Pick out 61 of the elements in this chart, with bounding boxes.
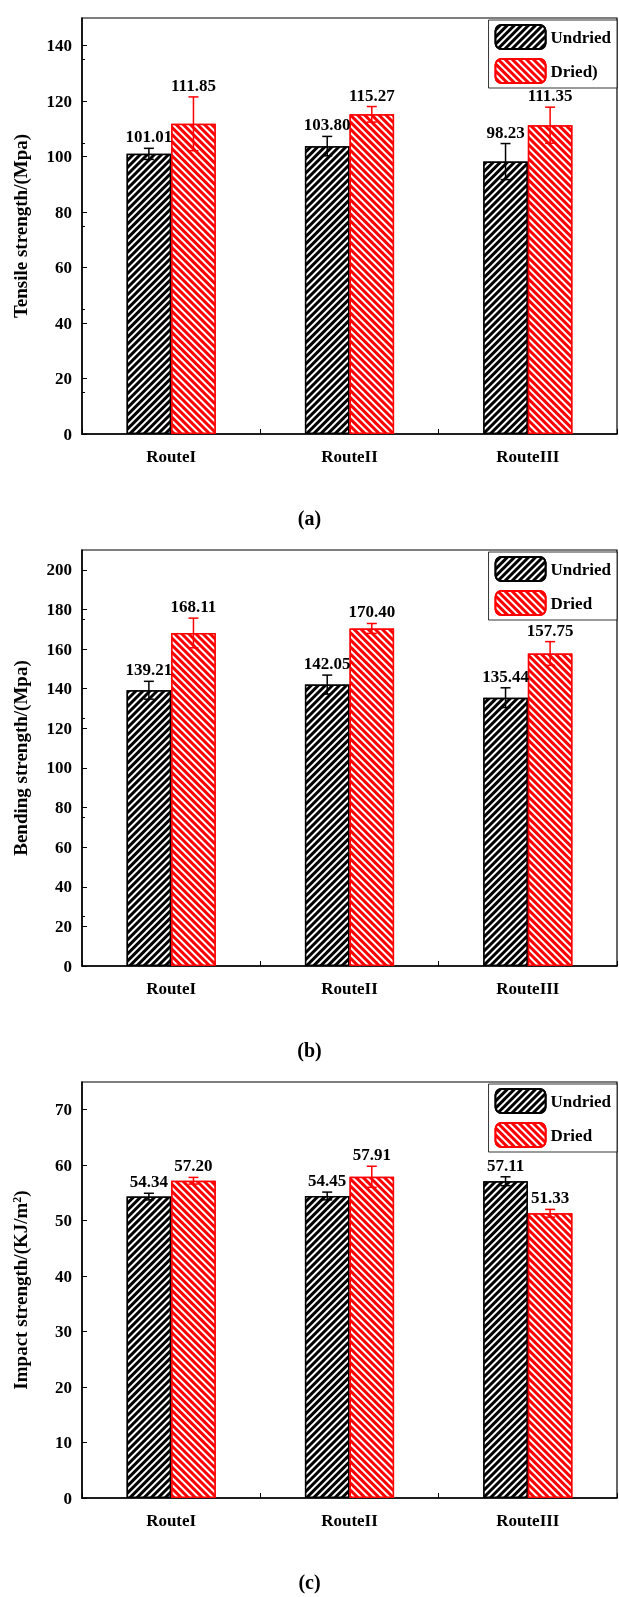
y-tick-label: 140 (46, 36, 72, 56)
data-label: 157.75 (526, 620, 574, 640)
data-label: 98.23 (486, 122, 525, 142)
y-tick-label: 70 (55, 1100, 72, 1120)
text: (b) (297, 1039, 322, 1062)
data-label: 54.45 (308, 1171, 347, 1191)
text: (c) (298, 1571, 321, 1594)
legend-label: Undried (550, 27, 612, 47)
data-label: 111.35 (527, 86, 573, 106)
y-tick-label: 0 (63, 1488, 72, 1508)
x-tick-label: RouteIII (496, 1511, 560, 1530)
legend-label: Undried (550, 559, 612, 579)
data-label: 57.11 (486, 1155, 525, 1175)
legend-label: Dried (550, 593, 593, 613)
y-tick-label: 40 (55, 1266, 72, 1286)
y-tick-label: 100 (46, 147, 72, 167)
x-tick-label: RouteI (146, 979, 197, 998)
x-tick-label: RouteII (321, 447, 379, 466)
y-tick-label: 20 (55, 916, 72, 936)
y-tick-label: 180 (46, 599, 72, 619)
data-label: 115.27 (348, 85, 396, 105)
data-label: 170.40 (348, 602, 396, 622)
data-label: 111.85 (171, 75, 216, 95)
y-tick-label: 80 (55, 798, 72, 818)
y-tick-label: 20 (55, 369, 72, 389)
legend-label: Dried) (550, 61, 598, 81)
y-tick-label: 140 (46, 679, 72, 699)
y-axis-title: Impact strength/(KJ/m2) (10, 1190, 32, 1390)
y-tick-label: 40 (55, 877, 72, 897)
y-tick-label: 0 (63, 424, 72, 444)
y-tick-label: 20 (55, 1377, 72, 1397)
y-tick-label: 10 (55, 1433, 72, 1453)
legend-label: Undried (550, 1091, 612, 1111)
y-tick-label: 30 (55, 1322, 72, 1342)
y-axis-title: Bending strength/(Mpa) (10, 660, 32, 856)
y-tick-label: 0 (63, 956, 72, 976)
x-tick-label: RouteII (321, 979, 379, 998)
x-tick-label: RouteIII (496, 979, 560, 998)
y-tick-label: 60 (55, 837, 72, 857)
data-label: 168.11 (170, 597, 217, 617)
data-label: 57.91 (352, 1145, 391, 1165)
y-axis-title: Tensile strength/(Mpa) (10, 133, 32, 319)
text: (a) (297, 507, 322, 530)
x-tick-label: RouteII (321, 1511, 379, 1530)
y-tick-label: 50 (55, 1211, 72, 1231)
x-tick-label: RouteIII (496, 447, 560, 466)
y-tick-label: 60 (55, 1155, 72, 1175)
y-tick-label: 200 (46, 560, 72, 580)
data-label: 51.33 (531, 1188, 570, 1208)
y-tick-label: 120 (46, 718, 72, 738)
data-label: 54.34 (129, 1172, 169, 1192)
x-tick-label: RouteI (146, 1511, 197, 1530)
legend-label: Dried (550, 1125, 593, 1145)
y-tick-label: 160 (46, 639, 72, 659)
data-label: 57.20 (174, 1156, 213, 1176)
y-tick-label: 60 (55, 258, 72, 278)
y-tick-label: 120 (46, 91, 72, 111)
x-tick-label: RouteI (146, 447, 197, 466)
y-tick-label: 80 (55, 202, 72, 222)
y-tick-label: 40 (55, 313, 72, 333)
y-tick-label: 100 (46, 758, 72, 778)
